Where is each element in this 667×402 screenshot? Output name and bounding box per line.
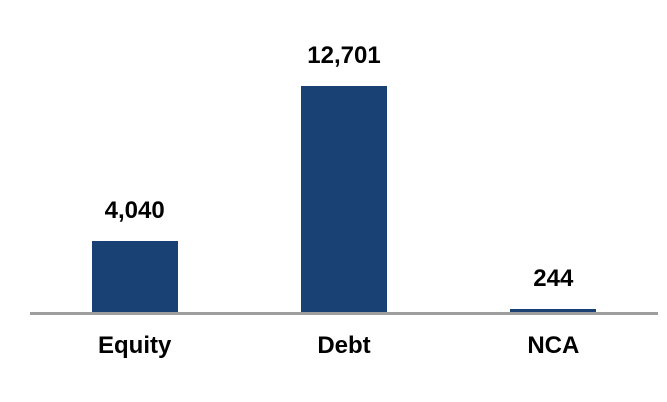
- plot-area: 4,040 12,701 244: [30, 43, 658, 313]
- value-label-nca: 244: [533, 264, 574, 292]
- bar-equity: [91, 240, 178, 313]
- x-axis-labels: Equity Debt NCA: [30, 332, 658, 360]
- value-label-debt: 12,701: [307, 42, 381, 69]
- bar-debt: [300, 86, 387, 313]
- bar-column-debt: 12,701: [239, 43, 448, 313]
- x-label-debt: Debt: [317, 332, 371, 359]
- x-label-nca: NCA: [527, 332, 580, 359]
- bar-nca: [510, 308, 597, 313]
- x-axis-line: [30, 312, 658, 315]
- x-label-equity: Equity: [97, 332, 172, 359]
- value-label-equity: 4,040: [104, 196, 165, 224]
- bar-column-equity: 4,040: [30, 196, 239, 313]
- bar-column-nca: 244: [449, 264, 658, 313]
